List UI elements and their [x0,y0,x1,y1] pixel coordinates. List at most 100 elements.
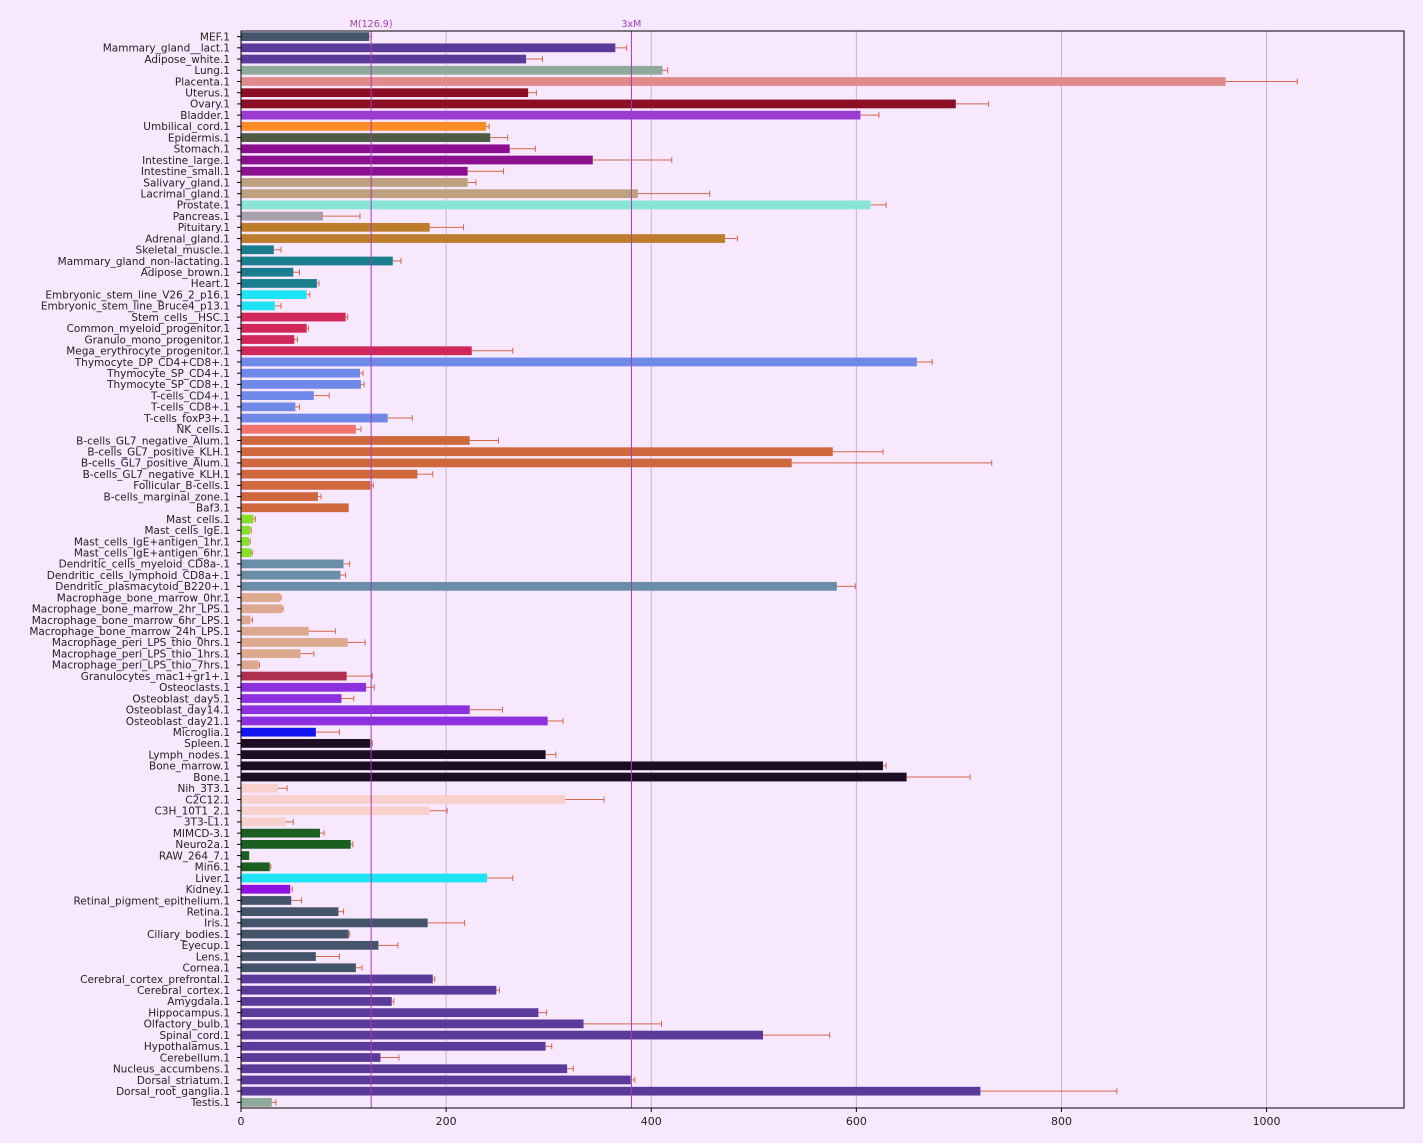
bar [241,503,349,513]
bar [241,189,638,199]
bar [241,537,250,546]
y-tick-label: Epidermis.1 [168,132,230,144]
y-tick-label: Hippocampus.1 [148,1007,230,1019]
bar [241,357,917,367]
error-bars [249,33,1298,1106]
y-tick-label: Mast_cells_IgE+antigen_1hr.1 [74,536,230,548]
y-tick-label: Mammary_gland_non-lactating.1 [58,256,230,268]
bar [241,727,316,737]
y-tick-label: Retinal_pigment_epithelium.1 [73,895,230,907]
bar [241,929,349,939]
bar [241,99,956,109]
y-tick-label: Baf3.1 [196,503,230,515]
y-tick-label: Bone_marrow.1 [149,761,230,773]
bar [241,772,907,782]
y-tick-label: Lymph_nodes.1 [148,749,230,761]
bar [241,851,250,860]
y-tick-label: NK_cells.1 [176,424,230,436]
y-tick-label: Nih_3T3.1 [178,783,230,795]
bar [241,144,510,154]
x-tick-label: 1000 [1253,1115,1281,1128]
reference-line-label: M(126.9) [350,19,393,30]
bar [241,705,470,715]
y-tick-label: Uterus.1 [185,88,230,100]
bar [241,907,339,917]
bar [241,783,278,793]
y-tick-label: Mast_cells.1 [166,514,230,526]
y-tick-label: Kidney.1 [186,884,230,896]
y-tick-label: Osteoblast_day21.1 [126,716,230,728]
bar [241,649,301,659]
bar [241,828,320,838]
bar [241,32,370,41]
x-tick-label: 400 [641,1115,662,1128]
bar [241,739,371,748]
y-tick-label: Prostate.1 [177,200,230,212]
bar [241,424,356,434]
bar [241,548,252,558]
y-tick-label: Cerebellum.1 [160,1052,230,1064]
y-tick-label: Amygdala.1 [167,996,230,1008]
bar [241,581,837,591]
y-tick-label: Ovary.1 [190,99,230,111]
y-tick-label: Thymocyte_SP_CD8+.1 [106,379,230,391]
bar [241,559,344,569]
y-tick-label: Common_myeloid_progenitor.1 [67,323,230,335]
y-tick-label: Adipose_brown.1 [141,267,230,279]
bar [241,368,360,378]
y-tick-label: Bone.1 [193,772,230,784]
y-tick-label: T-cells_CD4+.1 [150,390,230,402]
bar [241,43,616,53]
y-tick-label: Cerebral_cortex.1 [137,985,230,997]
y-tick-label: Pancreas.1 [173,211,230,223]
y-tick-label: Intestine_large.1 [142,155,230,167]
y-tick-label: Hypothalamus.1 [144,1041,230,1053]
bar [241,1030,764,1040]
bar [241,267,294,277]
bar [241,615,251,625]
y-tick-label: Osteoblast_day5.1 [132,693,230,705]
y-tick-label: Eyecup.1 [182,940,230,952]
y-tick-label: B-cells_GL7_positive_Alum.1 [81,458,230,470]
bar [241,458,792,468]
bar [241,178,468,187]
bar [241,862,270,872]
y-tick-label: Ciliary_bodies.1 [147,929,230,941]
bar [241,593,280,602]
y-tick-label: Dorsal_striatum.1 [137,1075,230,1087]
y-tick-label: Mega_erythrocyte_progenitor.1 [66,346,230,358]
y-tick-label: Bladder.1 [180,110,230,122]
bar [241,312,346,322]
bar [241,974,433,984]
y-tick-label: Heart.1 [191,278,230,290]
y-tick-label: Macrophage_peri_LPS_thio_1hrs.1 [52,648,230,660]
x-tick-label: 0 [238,1115,245,1128]
y-tick-label: C3H_10T1_2.1 [154,806,230,818]
y-tick-labels: MEF.1Mammary_gland__lact.1Adipose_white.… [29,31,241,1109]
y-tick-label: Placenta.1 [175,76,230,88]
bars [241,32,1226,1107]
y-tick-label: Lacrimal_gland.1 [141,188,230,200]
bar [241,997,392,1006]
y-tick-label: Neuro2a.1 [175,839,230,851]
bar [241,1064,568,1074]
bar [241,380,361,389]
y-tick-label: Lung.1 [194,65,230,77]
bar [241,896,292,905]
bar [241,638,348,647]
bar [241,391,314,400]
y-tick-label: Liver.1 [195,873,230,885]
y-tick-label: Testis.1 [190,1097,230,1109]
plot-frame [240,30,1405,1109]
y-tick-label: 3T3-L1.1 [184,817,230,829]
y-tick-label: Lens.1 [196,951,230,963]
bar [241,54,527,64]
bar [241,1053,381,1062]
bar [241,155,593,165]
bar [241,918,428,928]
bar [241,256,393,266]
bar [241,77,1226,86]
reference-line-label: 3xM [621,19,641,30]
y-tick-label: Thymocyte_DP_CD4+CD8+.1 [74,357,230,369]
